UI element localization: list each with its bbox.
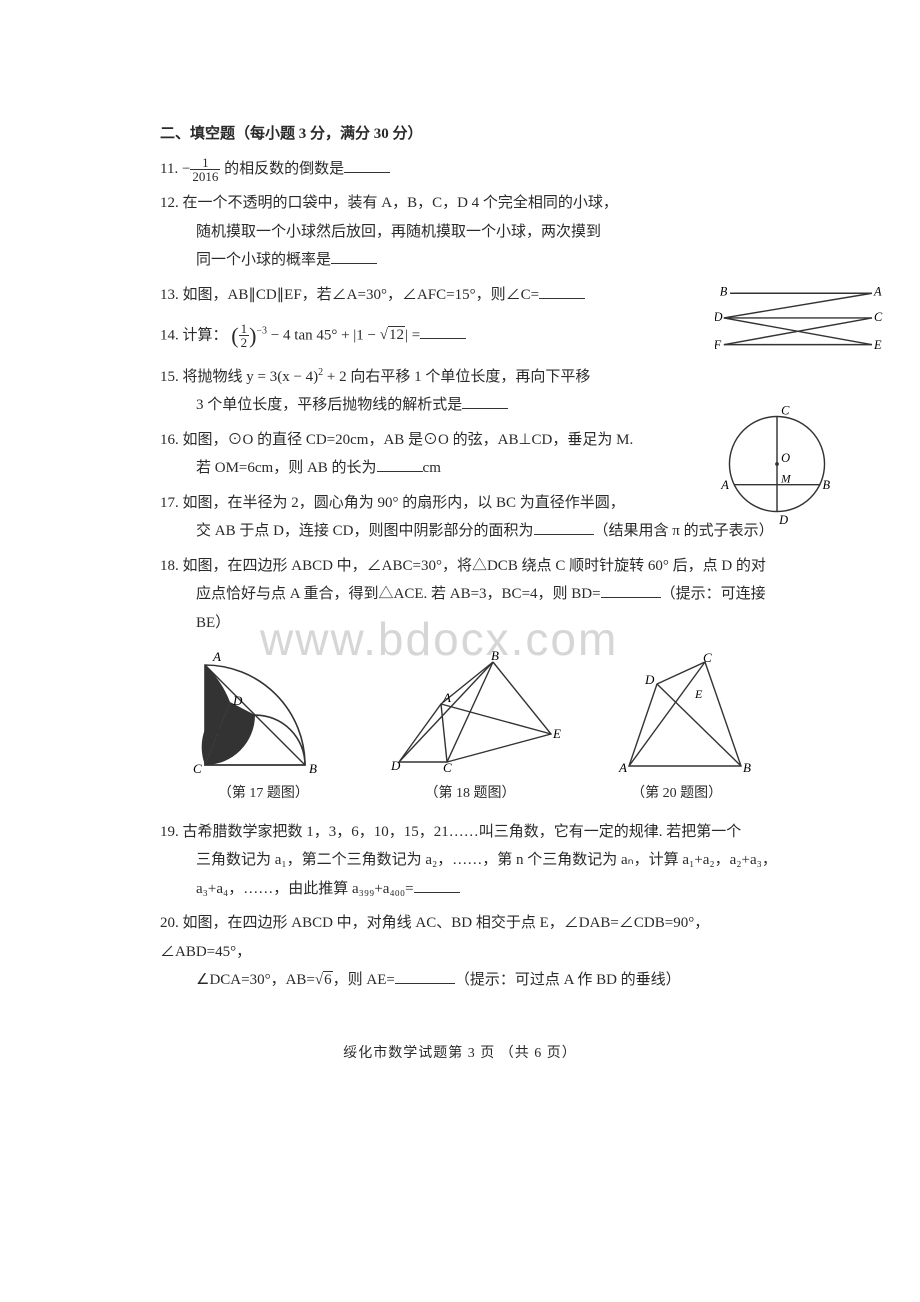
svg-text:D: D bbox=[390, 758, 401, 773]
q20-blank bbox=[395, 970, 455, 985]
svg-text:B: B bbox=[743, 760, 751, 775]
q14-exp: −3 bbox=[256, 325, 267, 336]
q15-l1b: + 2 向右平移 1 个单位长度，再向下平移 bbox=[323, 369, 590, 385]
fig18-caption: （第 18 题图） bbox=[424, 781, 515, 808]
figure-20: C D E A B bbox=[615, 647, 755, 777]
q13-blank bbox=[539, 284, 585, 299]
question-11: 11. −12016 的相反数的倒数是 bbox=[160, 155, 780, 184]
q14-rad: 12 bbox=[388, 326, 405, 343]
q20-sqrt: 6 bbox=[315, 966, 333, 995]
q18-l1: 18. 如图，在四边形 ABCD 中，∠ABC=30°，将△DCB 绕点 C 顺… bbox=[160, 552, 780, 581]
question-18: 18. 如图，在四边形 ABCD 中，∠ABC=30°，将△DCB 绕点 C 顺… bbox=[160, 552, 780, 638]
svg-text:C: C bbox=[874, 310, 883, 324]
figure-18: B A D C E bbox=[385, 647, 565, 777]
q14-mid: − 4 tan 45° + |1 − bbox=[271, 327, 380, 343]
fig20-caption: （第 20 题图） bbox=[631, 781, 722, 808]
section-heading: 二、填空题（每小题 3 分，满分 30 分） bbox=[160, 120, 780, 149]
q12-line1: 12. 在一个不透明的口袋中，装有 A，B，C，D 4 个完全相同的小球， bbox=[160, 189, 780, 218]
q14-tail: | = bbox=[405, 327, 420, 343]
q17-blank bbox=[534, 521, 594, 536]
q14-blank bbox=[420, 325, 466, 340]
q17-l2a: 交 AB 于点 D，连接 CD，则图中阴影部分的面积为 bbox=[196, 523, 534, 539]
page-footer: 绥化市数学试题第 3 页 （共 6 页） bbox=[0, 1042, 920, 1062]
svg-text:F: F bbox=[715, 338, 722, 352]
question-19: 19. 古希腊数学家把数 1，3，6，10，15，21……叫三角数，它有一定的规… bbox=[160, 818, 780, 904]
q18-blank bbox=[601, 584, 661, 599]
q17-l1: 17. 如图，在半径为 2，圆心角为 90° 的扇形内，以 BC 为直径作半圆， bbox=[160, 489, 780, 518]
svg-text:C: C bbox=[193, 761, 202, 776]
question-14: 14. 计算： (12)−3 − 4 tan 45° + |1 − 12| = bbox=[160, 315, 780, 357]
svg-text:B: B bbox=[491, 648, 499, 663]
q14-den: 2 bbox=[239, 336, 250, 349]
q11-frac: 12016 bbox=[190, 156, 220, 183]
q16-l1: 16. 如图，⊙O 的直径 CD=20cm，AB 是⊙O 的弦，AB⊥CD，垂足… bbox=[160, 426, 780, 455]
fig17-caption: （第 17 题图） bbox=[218, 781, 309, 808]
question-20: 20. 如图，在四边形 ABCD 中，对角线 AC、BD 相交于点 E，∠DAB… bbox=[160, 909, 780, 995]
q16-l2b: cm bbox=[423, 460, 441, 476]
svg-text:M: M bbox=[780, 474, 791, 486]
q19-l3: a₃+a₄，……，由此推算 a₃₉₉+a₄₀₀= bbox=[196, 881, 414, 897]
q11-den: 2016 bbox=[190, 170, 220, 183]
q13-text: 13. 如图，AB∥CD∥EF，若∠A=30°，∠AFC=15°，则∠C= bbox=[160, 287, 539, 303]
q15-l2: 3 个单位长度，平移后抛物线的解析式是 bbox=[196, 397, 462, 413]
q11-suffix: 的相反数的倒数是 bbox=[220, 161, 344, 177]
q12-blank bbox=[331, 250, 377, 265]
q12-line2: 随机摸取一个小球然后放回，再随机摸取一个小球，两次摸到 bbox=[160, 218, 780, 247]
q15-l1a: 15. 将抛物线 y = 3(x − 4) bbox=[160, 369, 318, 385]
question-17: 17. 如图，在半径为 2，圆心角为 90° 的扇形内，以 BC 为直径作半圆，… bbox=[160, 489, 780, 546]
svg-text:A: A bbox=[442, 690, 451, 705]
svg-text:O: O bbox=[781, 451, 790, 465]
q15-blank bbox=[462, 395, 508, 410]
svg-text:C: C bbox=[703, 650, 712, 665]
svg-text:A: A bbox=[873, 285, 882, 298]
q14-prefix: 14. 计算： bbox=[160, 327, 228, 343]
q18-l2a: 应点恰好与点 A 重合，得到△ACE. 若 AB=3，BC=4，则 BD= bbox=[196, 586, 601, 602]
figure-row: A D C B B A D C E C bbox=[160, 647, 780, 777]
q14-frac: 12 bbox=[239, 322, 250, 349]
diagram-13: B A D C F E bbox=[715, 285, 885, 368]
q14-num: 1 bbox=[239, 322, 250, 336]
q16-blank bbox=[377, 458, 423, 473]
svg-text:B: B bbox=[720, 285, 728, 298]
q11-num: 1 bbox=[190, 156, 220, 170]
q19-blank bbox=[414, 878, 460, 893]
q20-l2c: （提示：可过点 A 作 BD 的垂线） bbox=[455, 972, 681, 988]
svg-text:C: C bbox=[781, 403, 790, 417]
svg-text:E: E bbox=[694, 687, 703, 701]
q12-line3: 同一个小球的概率是 bbox=[196, 252, 331, 268]
svg-text:D: D bbox=[644, 672, 655, 687]
q16-l2a: 若 OM=6cm，则 AB 的长为 bbox=[196, 460, 377, 476]
question-12: 12. 在一个不透明的口袋中，装有 A，B，C，D 4 个完全相同的小球， 随机… bbox=[160, 189, 780, 275]
question-15: 15. 将抛物线 y = 3(x − 4)2 + 2 向右平移 1 个单位长度，… bbox=[160, 363, 780, 420]
svg-text:A: A bbox=[212, 649, 221, 664]
question-16: 16. 如图，⊙O 的直径 CD=20cm，AB 是⊙O 的弦，AB⊥CD，垂足… bbox=[160, 426, 780, 483]
svg-text:A: A bbox=[618, 760, 627, 775]
figure-captions: （第 17 题图） （第 18 题图） （第 20 题图） bbox=[160, 781, 780, 808]
q14-sqrt: 12 bbox=[380, 321, 405, 350]
q20-l2b: ，则 AE= bbox=[333, 972, 395, 988]
svg-text:B: B bbox=[309, 761, 317, 776]
svg-text:A: A bbox=[720, 478, 729, 492]
svg-text:B: B bbox=[822, 478, 830, 492]
svg-text:E: E bbox=[552, 726, 561, 741]
diagram-16: C O M A B D bbox=[715, 402, 839, 537]
svg-text:E: E bbox=[873, 338, 882, 352]
q11-blank bbox=[344, 158, 390, 173]
svg-text:D: D bbox=[232, 693, 243, 708]
q20-rad: 6 bbox=[323, 971, 333, 988]
svg-text:D: D bbox=[778, 513, 788, 526]
q19-l1: 19. 古希腊数学家把数 1，3，6，10，15，21……叫三角数，它有一定的规… bbox=[160, 818, 780, 847]
q19-l2: 三角数记为 a₁，第二个三角数记为 a₂，……，第 n 个三角数记为 aₙ，计算… bbox=[160, 846, 780, 875]
svg-text:C: C bbox=[443, 760, 452, 775]
q14-lparen: ( bbox=[231, 323, 238, 348]
q20-l2a: ∠DCA=30°，AB= bbox=[196, 972, 315, 988]
figure-17: A D C B bbox=[185, 647, 335, 777]
svg-text:D: D bbox=[715, 310, 723, 324]
page-content: 二、填空题（每小题 3 分，满分 30 分） 11. −12016 的相反数的倒… bbox=[160, 120, 780, 1001]
q11-prefix: 11. − bbox=[160, 161, 190, 177]
q20-l1: 20. 如图，在四边形 ABCD 中，对角线 AC、BD 相交于点 E，∠DAB… bbox=[160, 909, 780, 966]
question-13: 13. 如图，AB∥CD∥EF，若∠A=30°，∠AFC=15°，则∠C= bbox=[160, 281, 780, 310]
